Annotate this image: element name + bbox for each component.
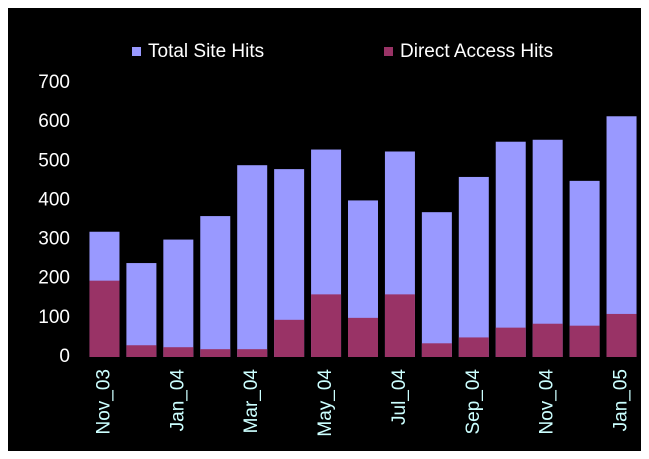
x-tick-label: Jul_04 [389,369,410,425]
bar [237,165,268,357]
bar [163,239,194,357]
bar [421,212,452,357]
bar [532,323,563,357]
y-tick-label: 700 [38,72,70,93]
bar [274,319,305,357]
x-tick-label: Mar_04 [241,369,262,434]
y-tick-label: 100 [38,307,70,328]
bar [163,347,194,357]
bar [126,263,157,357]
bar [311,294,342,357]
y-tick-label: 200 [38,268,70,289]
legend-label: Direct Access Hits [400,41,553,62]
bar [348,317,378,357]
bar [606,313,637,357]
bar [532,139,563,357]
legend-swatch [384,47,393,56]
bar [569,325,600,357]
x-tick-label: Sep_04 [463,369,484,435]
legend-label: Total Site Hits [148,41,264,62]
y-tick-label: 0 [59,346,70,367]
bar [421,343,452,357]
bar [458,176,489,357]
x-tick-label: Jan_05 [611,369,632,431]
bar [126,345,157,357]
x-tick-label: Jan_04 [167,369,188,432]
x-tick-label: Nov_04 [537,369,558,435]
y-tick-label: 400 [38,189,70,210]
y-tick-label: 500 [38,150,70,171]
y-tick-label: 600 [38,111,70,132]
bar [89,280,120,357]
bar [200,216,231,357]
y-tick-label: 300 [38,229,70,250]
bar [495,327,526,357]
bar [495,141,526,357]
legend-swatch [132,47,141,56]
bar [200,349,231,357]
bar [458,337,489,357]
x-tick-label: May_04 [315,369,336,437]
bar [384,294,415,357]
bar [237,349,268,357]
x-tick-label: Nov_03 [93,369,114,435]
